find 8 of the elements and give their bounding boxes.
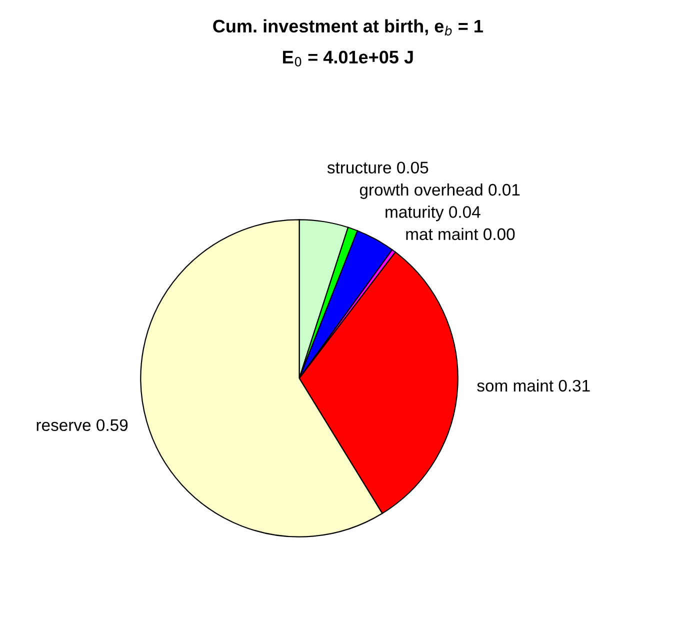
- chart-title: Cum. investment at birth, e$_{b}$ = 1: [213, 19, 483, 36]
- slice-label: maturity 0.04: [386, 206, 480, 222]
- slice-label: structure 0.05: [327, 162, 428, 174]
- chart-subtitle: E$_{0}$ = 4.01e+05 J: [283, 50, 413, 66]
- slice-label: growth overhead 0.01: [360, 183, 520, 199]
- slice-label: reserve 0.59: [36, 419, 128, 432]
- slice-label: mat maint 0.00: [406, 228, 515, 240]
- slice-label: som maint 0.31: [477, 379, 590, 392]
